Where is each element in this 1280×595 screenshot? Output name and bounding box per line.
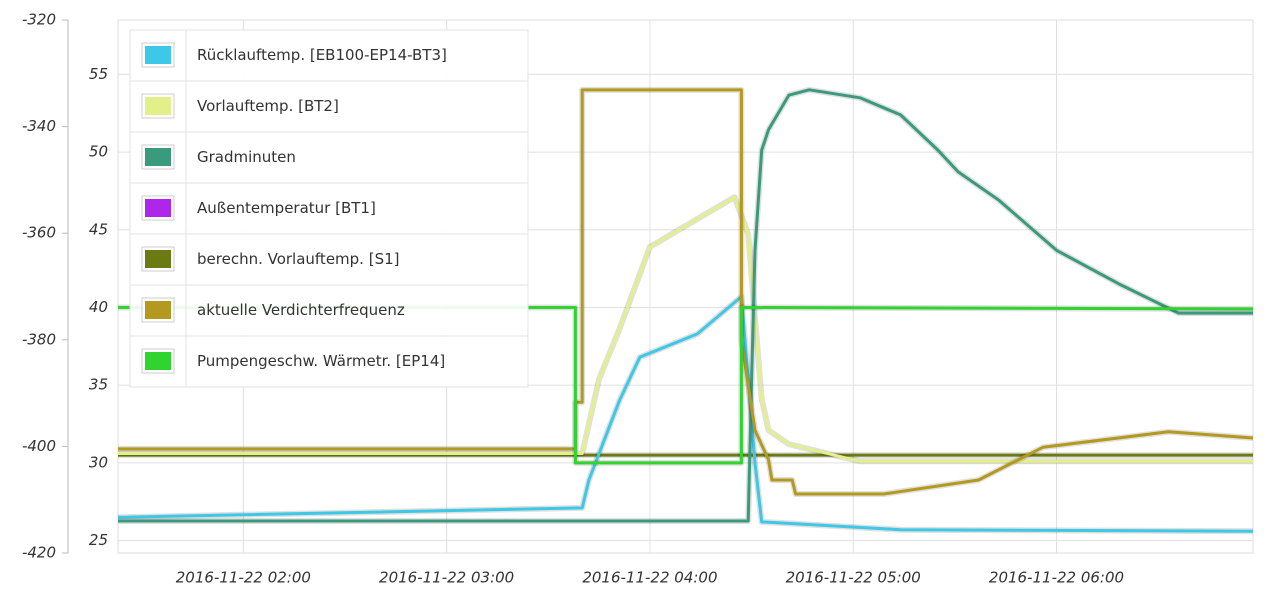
- y2-tick-label: -320: [22, 11, 56, 29]
- series-line: [118, 195, 1253, 463]
- y-tick-label: 50: [89, 143, 108, 161]
- y-tick-label: 45: [89, 220, 108, 238]
- legend-swatch-color: [145, 199, 171, 217]
- legend-label: Vorlauftemp. [BT2]: [197, 97, 339, 115]
- y-tick-label: 55: [89, 65, 108, 83]
- legend: Rücklauftemp. [EB100-EP14-BT3] Vorlauftem…: [129, 29, 529, 388]
- y2-tick-label: -360: [22, 224, 56, 242]
- x-tick-label: 2016-11-22 04:00: [582, 569, 717, 587]
- y-tick-label: 30: [89, 453, 108, 471]
- legend-label: Pumpengeschw. Wärmetr. [EP14]: [197, 352, 445, 370]
- series-line: [117, 295, 1254, 533]
- y2-tick-label: -400: [22, 437, 56, 455]
- legend-label: Gradminuten: [197, 148, 296, 166]
- series-line: [118, 88, 1254, 496]
- legend-label: Rücklauftemp. [EB100-EP14-BT3]: [197, 46, 447, 64]
- x-tick-label: 2016-11-22 02:00: [176, 569, 311, 587]
- x-tick-label: 2016-11-22 05:00: [786, 569, 921, 587]
- legend-box: [129, 29, 529, 388]
- x-tick-label: 2016-11-22 06:00: [989, 569, 1124, 587]
- y-tick-label: 35: [89, 376, 108, 394]
- legend-swatch-color: [145, 97, 171, 115]
- legend-label: berechn. Vorlauftemp. [S1]: [197, 250, 400, 268]
- legend-swatch-color: [145, 46, 171, 64]
- y2-tick-label: -340: [22, 117, 56, 135]
- legend-label: Außentemperatur [BT1]: [197, 199, 376, 217]
- y-tick-label: 40: [89, 298, 108, 316]
- legend-swatch-color: [145, 301, 171, 319]
- legend-swatch-color: [145, 148, 171, 166]
- y-tick-label: 25: [89, 531, 108, 549]
- legend-swatch-color: [145, 352, 171, 370]
- legend-swatch-color: [145, 250, 171, 268]
- x-tick-label: 2016-11-22 03:00: [379, 569, 514, 587]
- y2-tick-label: -420: [22, 544, 56, 562]
- y2-tick-label: -380: [22, 330, 56, 348]
- legend-label: aktuelle Verdichterfrequenz: [197, 301, 405, 319]
- series-line: [118, 88, 1253, 523]
- plot-area: [117, 19, 1254, 554]
